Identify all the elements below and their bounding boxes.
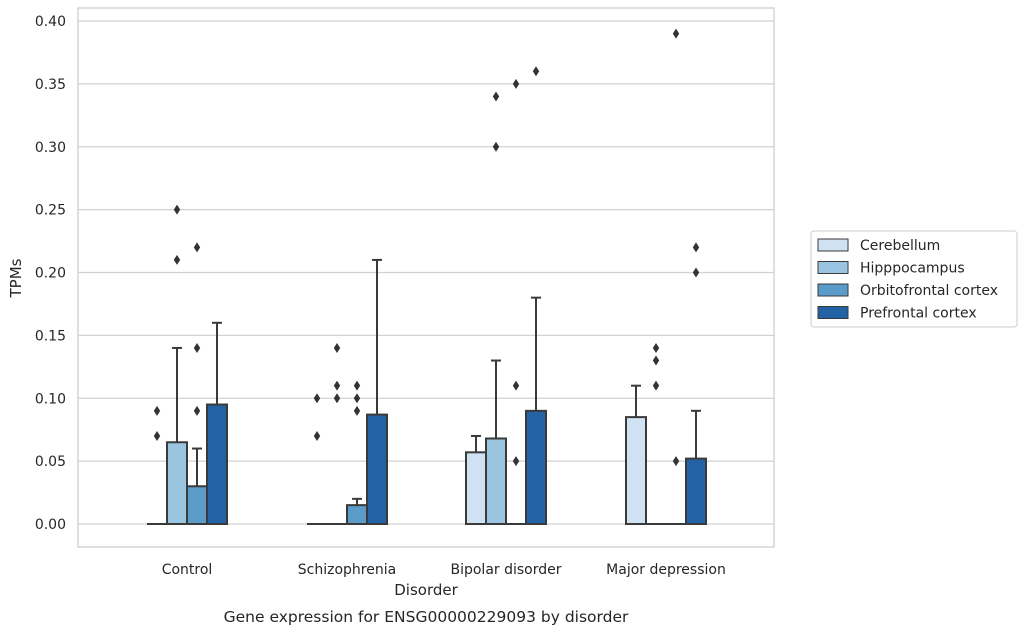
- bar: [166, 441, 188, 526]
- bars: [147, 403, 707, 526]
- legend: Cerebellum Hipppocampus Orbitofrontal cort…: [810, 230, 1018, 328]
- outlier-point: [153, 405, 161, 416]
- bar: [525, 409, 547, 526]
- outlier-point: [193, 342, 201, 353]
- y-tick-label: 0.20: [35, 266, 66, 282]
- outlier-point: [512, 78, 520, 89]
- plot-frame: [77, 7, 775, 548]
- y-tick-labels: 0.00 0.05 0.10 0.15 0.20 0.25 0.30 0.35 0.40: [35, 14, 66, 533]
- bar: [366, 413, 388, 525]
- outlier-point: [173, 254, 181, 265]
- outlier-point: [313, 430, 321, 441]
- legend-label: Cerebellum: [860, 238, 940, 254]
- y-tick-label: 0.35: [35, 77, 66, 93]
- outlier-point: [353, 405, 361, 416]
- bar: [186, 485, 208, 525]
- outlier-point: [313, 393, 321, 404]
- outlier-point: [333, 342, 341, 353]
- bar: [485, 437, 507, 525]
- bar: [346, 504, 368, 526]
- y-axis-label: TPMs: [7, 258, 25, 298]
- outlier-point: [193, 405, 201, 416]
- y-tick-label: 0.40: [35, 14, 66, 30]
- outlier-point: [532, 66, 540, 77]
- legend-frame: [810, 230, 1018, 328]
- outlier-point: [333, 393, 341, 404]
- legend-label: Hipppocampus: [860, 261, 965, 277]
- outlier-point: [652, 380, 660, 391]
- outlier-point: [672, 456, 680, 467]
- outlier-point: [652, 355, 660, 366]
- outlier-point: [173, 204, 181, 215]
- y-tick-label: 0.30: [35, 140, 66, 156]
- bar: [206, 403, 228, 526]
- x-tick-label: Major depression: [606, 562, 726, 578]
- outlier-point: [692, 267, 700, 278]
- legend-swatch: [817, 283, 849, 297]
- legend-swatch: [817, 261, 849, 274]
- outlier-point: [492, 141, 500, 152]
- x-tick-labels: Control Schizophrenia Bipolar disorder Majo…: [162, 562, 726, 578]
- x-tick-label: Bipolar disorder: [450, 562, 561, 578]
- x-tick-label: Control: [162, 562, 213, 578]
- legend-label: Prefrontal cortex: [860, 306, 977, 322]
- legend-swatch: [817, 238, 849, 252]
- bar: [465, 451, 487, 526]
- y-tick-label: 0.25: [35, 203, 66, 219]
- outlier-point: [492, 91, 500, 102]
- gridlines: [78, 20, 774, 525]
- outlier-point: [353, 380, 361, 391]
- bar: [625, 416, 647, 525]
- outlier-point: [672, 28, 680, 39]
- outlier-point: [153, 430, 161, 441]
- outlier-point: [512, 380, 520, 391]
- x-axis-label: Disorder: [394, 581, 458, 599]
- y-tick-label: 0.10: [35, 391, 66, 407]
- outlier-point: [353, 393, 361, 404]
- y-tick-label: 0.05: [35, 454, 66, 470]
- outlier-point: [692, 242, 700, 253]
- error-bars: [172, 258, 701, 506]
- outlier-point: [652, 342, 660, 353]
- outlier-point: [333, 380, 341, 391]
- x-tick-label: Schizophrenia: [298, 562, 396, 578]
- outlier-points: [153, 28, 700, 467]
- y-tick-label: 0.00: [35, 517, 66, 533]
- y-tick-label: 0.15: [35, 328, 66, 344]
- chart-caption: Gene expression for ENSG00000229093 by d…: [224, 608, 629, 626]
- legend-swatch: [817, 306, 849, 319]
- outlier-point: [193, 242, 201, 253]
- outlier-point: [512, 456, 520, 467]
- bar: [685, 457, 707, 525]
- legend-label: Orbitofrontal cortex: [860, 283, 998, 299]
